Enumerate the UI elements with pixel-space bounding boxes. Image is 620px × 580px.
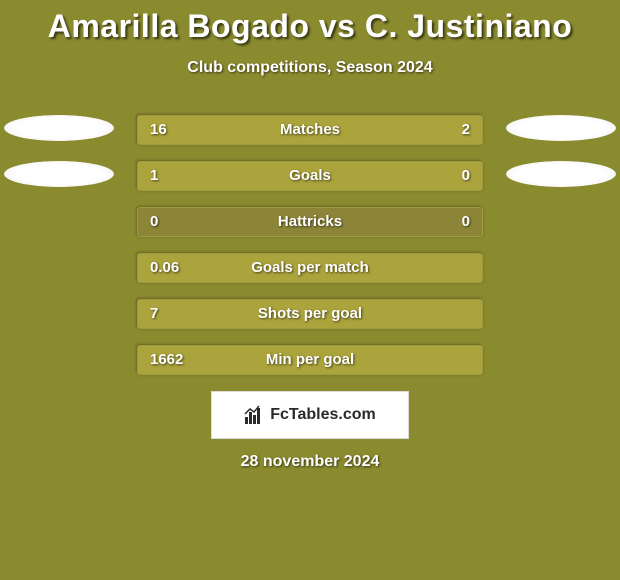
stat-value-right: 0 (462, 207, 470, 237)
stat-row: 0Hattricks0 (0, 207, 620, 237)
stat-row: 0.06Goals per match (0, 253, 620, 283)
stat-row: 16Matches2 (0, 115, 620, 145)
stat-value-right: 2 (462, 115, 470, 145)
bar-chart-icon (244, 405, 266, 425)
stat-label: Shots per goal (0, 299, 620, 329)
page-title: Amarilla Bogado vs C. Justiniano (0, 0, 620, 45)
stat-value-right: 0 (462, 161, 470, 191)
stat-row: 1662Min per goal (0, 345, 620, 375)
stat-label: Matches (0, 115, 620, 145)
stat-label: Min per goal (0, 345, 620, 375)
stat-label: Goals per match (0, 253, 620, 283)
stats-area: 16Matches21Goals00Hattricks00.06Goals pe… (0, 115, 620, 375)
date-line: 28 november 2024 (0, 453, 620, 471)
stat-label: Goals (0, 161, 620, 191)
logo-text: FcTables.com (270, 406, 376, 424)
stat-label: Hattricks (0, 207, 620, 237)
page-subtitle: Club competitions, Season 2024 (0, 59, 620, 77)
stat-row: 7Shots per goal (0, 299, 620, 329)
stat-row: 1Goals0 (0, 161, 620, 191)
fctables-logo[interactable]: FcTables.com (211, 391, 409, 439)
